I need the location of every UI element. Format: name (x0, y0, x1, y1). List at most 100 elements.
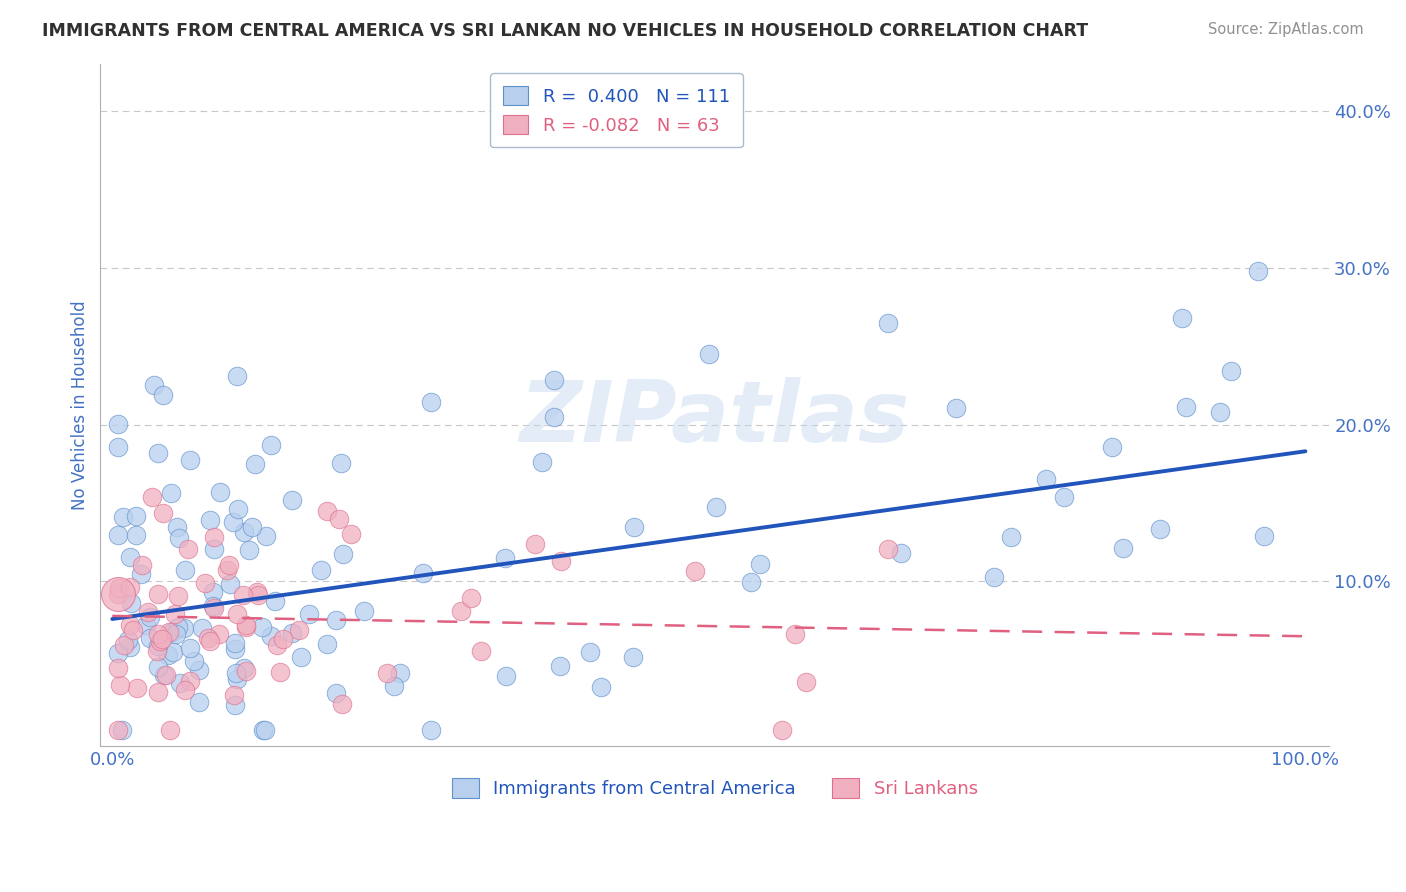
Point (173, 563, 195, 577)
Point (166, 520, 188, 534)
Point (495, 669, 517, 683)
Point (107, 440, 129, 454)
Point (876, 541, 898, 556)
Point (325, 685, 347, 699)
Point (111, 723, 134, 738)
Point (623, 519, 645, 533)
Point (290, 650, 312, 665)
Point (202, 601, 225, 615)
Point (316, 504, 339, 518)
Point (353, 604, 375, 618)
Point (148, 684, 170, 698)
Point (749, 557, 772, 571)
Point (146, 446, 169, 460)
Point (191, 621, 214, 635)
Point (110, 677, 132, 691)
Point (685, 564, 707, 578)
Point (309, 563, 332, 577)
Point (281, 626, 304, 640)
Point (264, 593, 287, 607)
Point (112, 639, 135, 653)
Point (149, 633, 172, 648)
Point (153, 667, 176, 681)
Point (253, 723, 276, 738)
Point (298, 607, 321, 622)
Point (420, 394, 443, 409)
Point (224, 642, 246, 657)
Point (139, 610, 162, 624)
Point (138, 631, 160, 645)
Point (271, 632, 294, 647)
Point (143, 378, 166, 392)
Point (125, 509, 148, 524)
Point (146, 639, 169, 653)
Point (156, 648, 179, 662)
Point (120, 640, 142, 654)
Point (218, 558, 240, 572)
Point (177, 542, 200, 557)
Point (200, 513, 222, 527)
Point (107, 587, 129, 601)
Point (166, 627, 188, 641)
Text: Source: ZipAtlas.com: Source: ZipAtlas.com (1208, 22, 1364, 37)
Point (697, 347, 720, 361)
Point (1247, 264, 1270, 278)
Point (332, 547, 354, 561)
Point (107, 723, 129, 738)
Point (141, 490, 163, 504)
Point (329, 456, 352, 470)
Point (135, 617, 157, 632)
Point (1053, 490, 1076, 504)
Point (589, 680, 612, 694)
Point (412, 566, 434, 580)
Point (245, 457, 267, 471)
Point (197, 632, 219, 646)
Point (1112, 541, 1135, 556)
Point (162, 645, 184, 659)
Point (160, 486, 183, 500)
Point (129, 567, 152, 582)
Point (209, 485, 232, 500)
Point (125, 681, 148, 696)
Point (146, 627, 169, 641)
Point (450, 603, 472, 617)
Legend: Immigrants from Central America, Sri Lankans: Immigrants from Central America, Sri Lan… (444, 771, 986, 805)
Point (222, 515, 245, 529)
Point (179, 452, 201, 467)
Point (740, 575, 762, 590)
Point (531, 455, 554, 469)
Point (543, 374, 565, 388)
Point (330, 697, 353, 711)
Point (254, 529, 277, 543)
Point (235, 664, 257, 678)
Point (260, 629, 283, 643)
Point (316, 637, 339, 651)
Point (1101, 440, 1123, 454)
Point (157, 625, 180, 640)
Point (224, 636, 246, 650)
Point (150, 632, 173, 647)
Point (146, 587, 169, 601)
Point (250, 619, 273, 633)
Point (524, 537, 547, 551)
Point (945, 401, 967, 415)
Point (179, 673, 201, 688)
Point (287, 624, 309, 638)
Point (224, 698, 246, 712)
Point (794, 675, 817, 690)
Point (169, 676, 191, 690)
Point (118, 550, 141, 565)
Point (1035, 472, 1057, 486)
Point (876, 316, 898, 330)
Point (377, 666, 399, 681)
Point (107, 582, 129, 596)
Point (118, 618, 141, 632)
Point (252, 723, 274, 738)
Point (420, 723, 443, 738)
Point (340, 527, 363, 541)
Point (162, 624, 184, 639)
Point (107, 417, 129, 431)
Point (219, 577, 242, 591)
Point (235, 620, 257, 634)
Point (266, 638, 288, 652)
